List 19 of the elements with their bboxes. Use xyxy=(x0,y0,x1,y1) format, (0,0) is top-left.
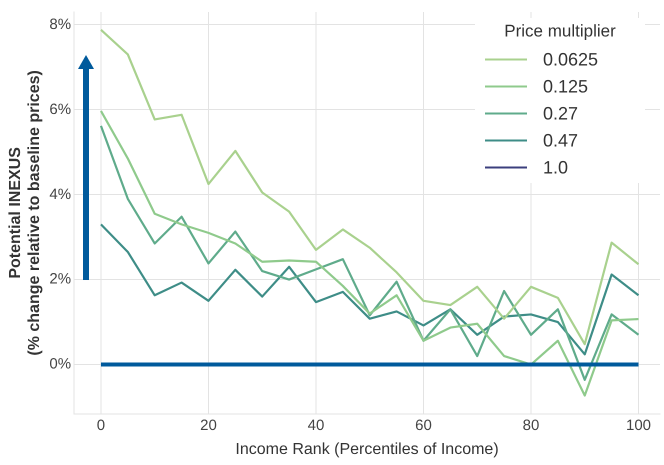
x-tick-label: 20 xyxy=(200,416,217,434)
x-tick-label: 40 xyxy=(308,416,324,434)
y-tick-label: 8% xyxy=(49,16,72,33)
x-tick-label: 80 xyxy=(522,416,540,434)
x-tick-label: 100 xyxy=(626,416,652,434)
y-tick-label: 6% xyxy=(49,100,72,118)
legend-label: 0.0625 xyxy=(543,49,598,70)
y-tick-label: 4% xyxy=(49,186,72,203)
legend-label: 0.27 xyxy=(543,103,578,124)
x-tick-label: 0 xyxy=(96,416,106,434)
legend-title: Price multiplier xyxy=(504,22,616,41)
legend-label: 1.0 xyxy=(543,157,568,178)
y-axis-title: Potential INEXUS (% change relative to baseline prices) xyxy=(7,70,44,356)
legend-label: 0.125 xyxy=(543,76,588,96)
y-tick-label: 0% xyxy=(49,356,72,373)
x-axis-title: Income Rank (Percentiles of Income) xyxy=(235,440,499,458)
y-tick-label: 2% xyxy=(49,270,72,288)
x-tick-label: 60 xyxy=(415,416,432,434)
legend-label: 0.47 xyxy=(543,130,578,150)
